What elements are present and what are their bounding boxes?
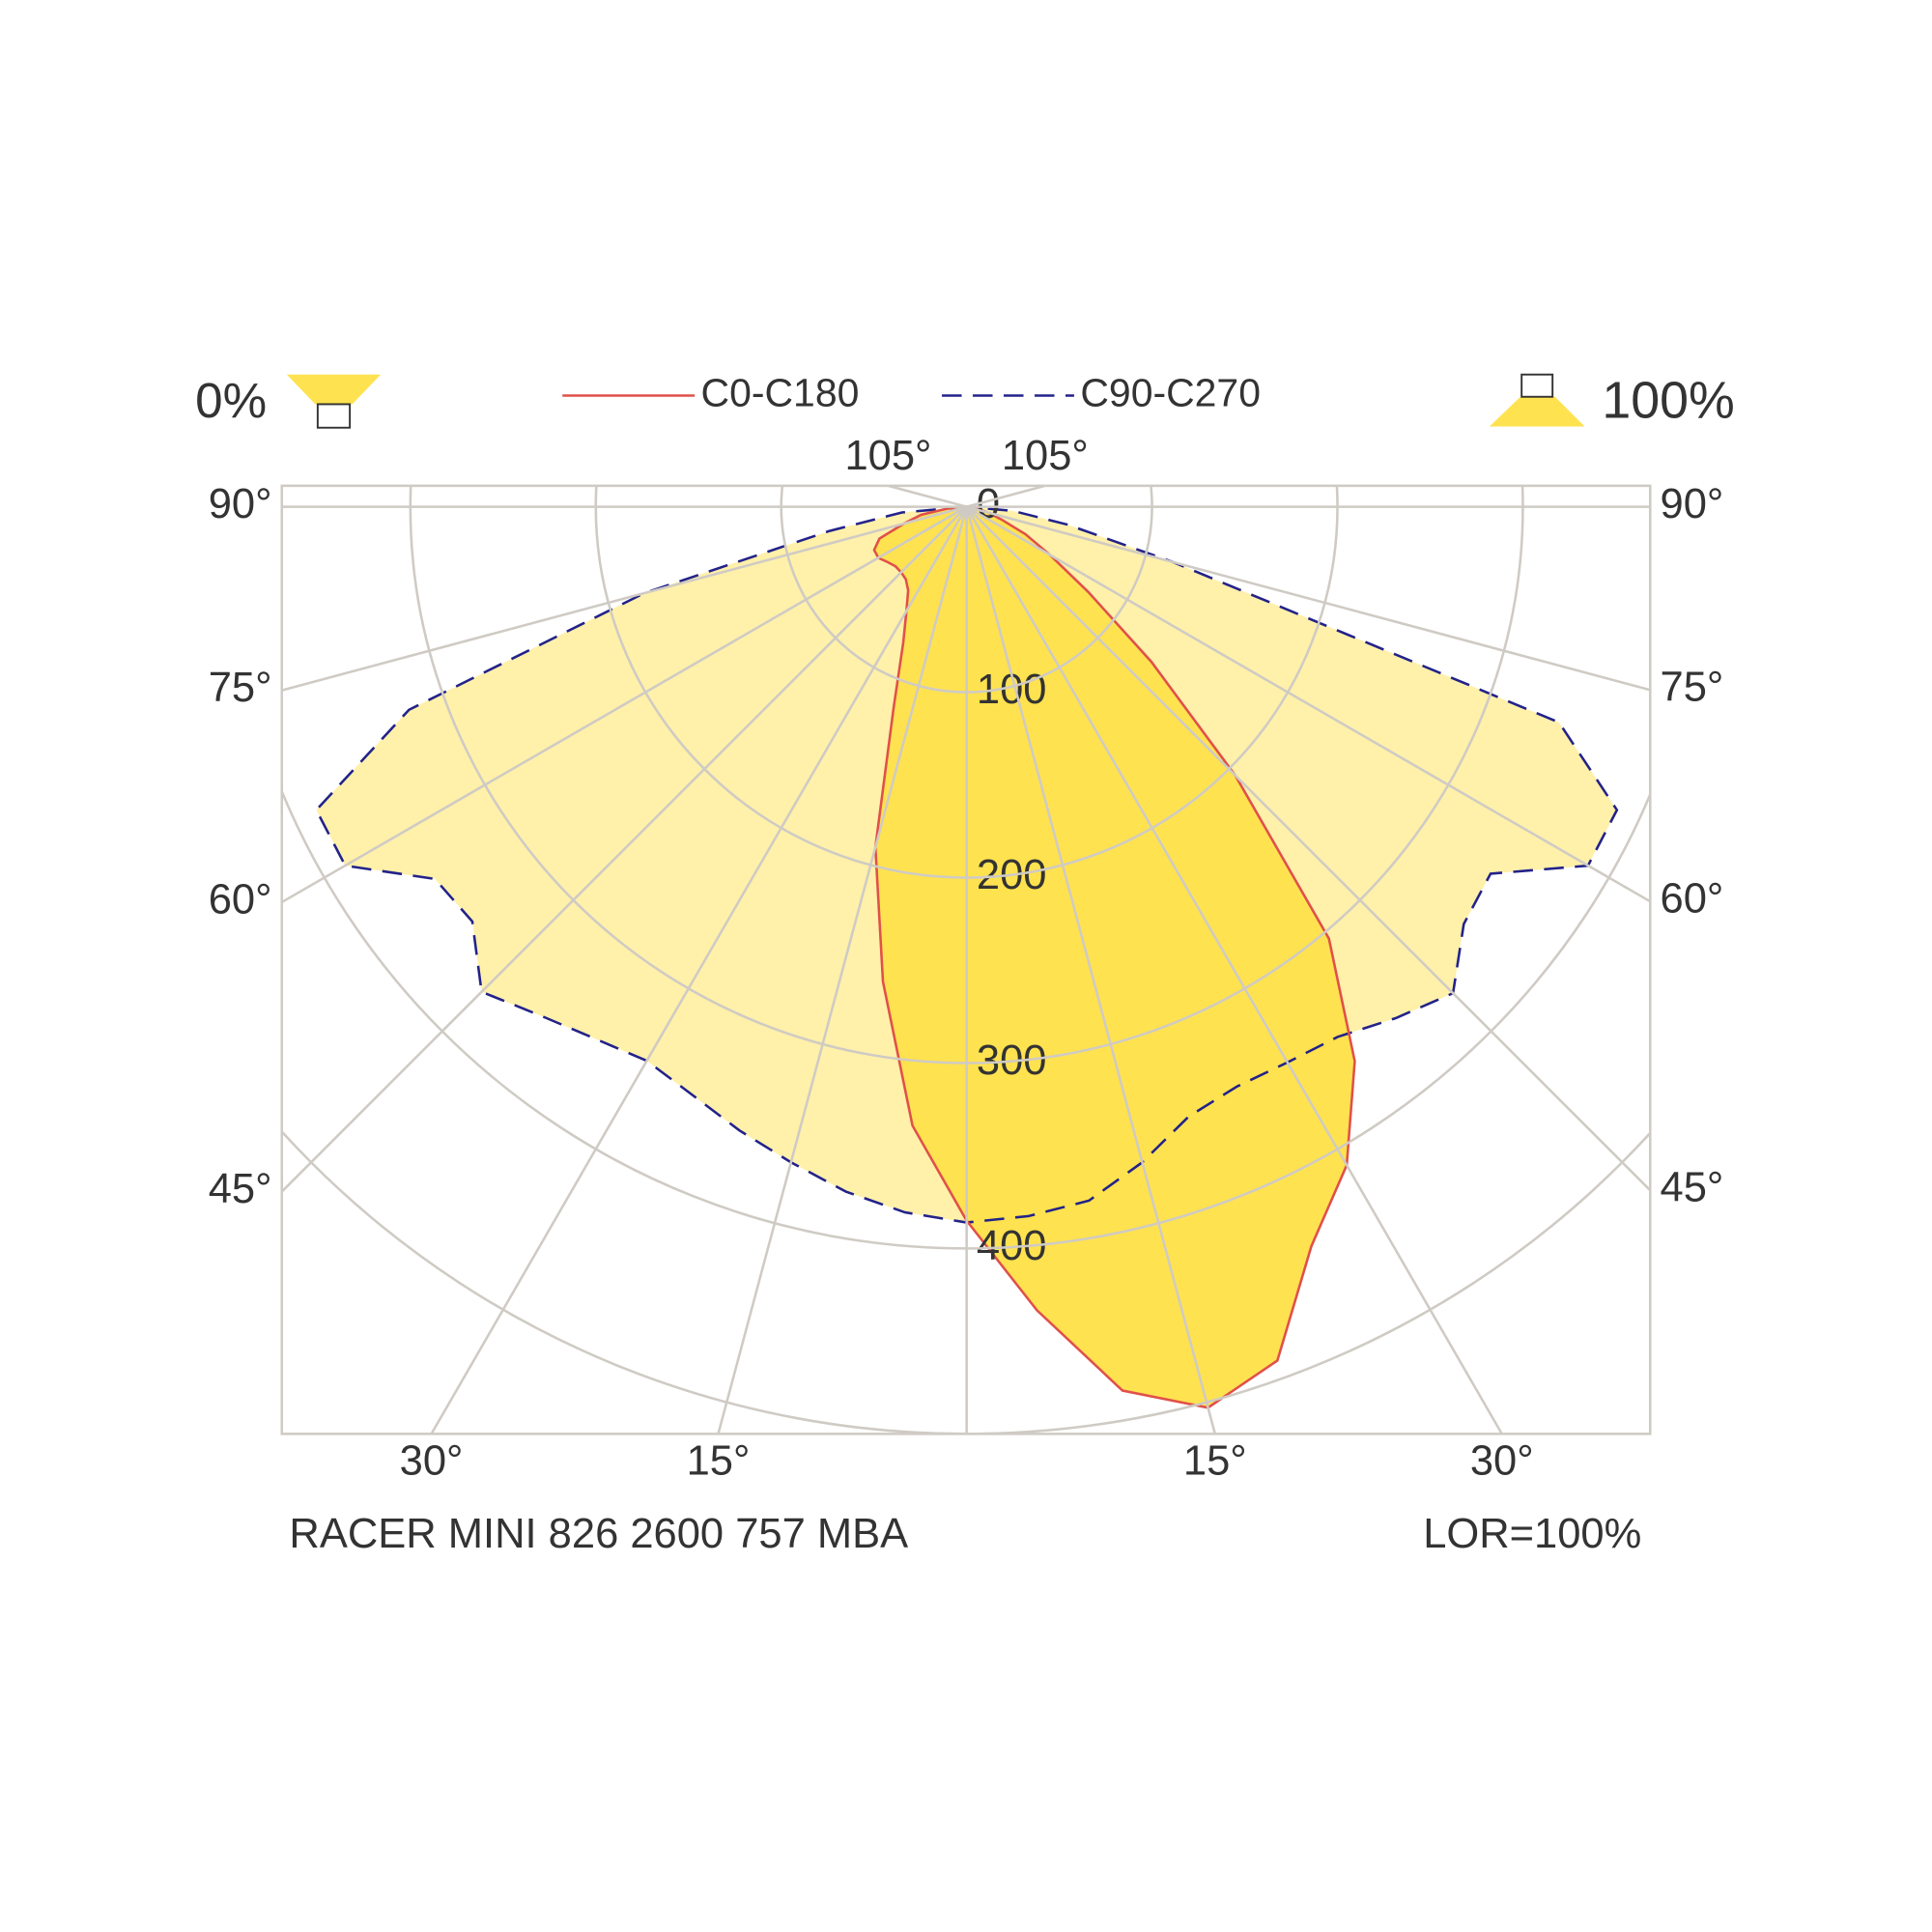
angle-label: 90°: [209, 481, 272, 527]
angle-label: 75°: [209, 665, 272, 711]
downward-ratio: 100%: [1602, 372, 1734, 430]
grid-radial: [281, 505, 967, 692]
legend-label: C90-C270: [1080, 370, 1261, 414]
angle-label: 30°: [400, 1438, 464, 1485]
grid-radial: [966, 505, 1651, 692]
angle-label: 45°: [209, 1166, 272, 1212]
angle-label: 60°: [1661, 876, 1724, 923]
downward-icon-box: [1520, 373, 1554, 398]
grid-radial: [430, 505, 968, 1435]
angle-label: 45°: [1661, 1165, 1724, 1211]
angle-label: 15°: [1183, 1438, 1247, 1485]
lor-label: LOR=100%: [1423, 1511, 1641, 1557]
series-area: [873, 506, 1355, 1408]
angle-label: 105°: [1002, 433, 1089, 479]
grid-radial: [966, 505, 1651, 903]
grid-radial: [965, 505, 1651, 1192]
grid-radial: [281, 505, 968, 1193]
angle-label: 90°: [1661, 481, 1724, 527]
grid-radial: [717, 506, 968, 1435]
grid-radial: [281, 505, 968, 904]
angle-label: 15°: [687, 1438, 751, 1485]
frame: [280, 484, 1652, 1435]
grid: [281, 485, 1651, 1435]
upward-icon-box: [316, 403, 352, 429]
angle-label: 105°: [844, 433, 931, 479]
upward-ratio: 0%: [195, 373, 267, 428]
grid-radial: [965, 506, 1217, 1435]
legend: C0-C180 C90-C270: [562, 370, 1261, 414]
angle-label: 75°: [1661, 665, 1724, 711]
angle-label: 30°: [1470, 1438, 1534, 1485]
upward-icon: [286, 374, 382, 405]
chart-title: RACER MINI 826 2600 757 MBA: [289, 1511, 908, 1557]
grid-radial: [966, 485, 1046, 508]
grid-radial: [965, 505, 1503, 1435]
downward-icon: [1489, 396, 1585, 427]
legend-label: C0-C180: [701, 370, 860, 414]
angle-label: 60°: [209, 876, 272, 923]
grid-radial: [888, 485, 967, 508]
